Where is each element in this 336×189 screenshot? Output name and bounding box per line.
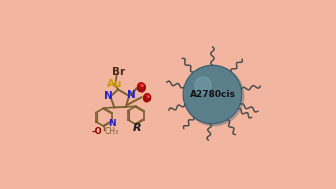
Ellipse shape bbox=[148, 96, 149, 97]
Ellipse shape bbox=[143, 93, 151, 102]
Ellipse shape bbox=[144, 96, 151, 101]
Text: Br: Br bbox=[112, 67, 125, 77]
Ellipse shape bbox=[137, 82, 145, 92]
Circle shape bbox=[183, 65, 242, 124]
Text: N: N bbox=[108, 119, 116, 128]
Ellipse shape bbox=[149, 96, 151, 98]
Ellipse shape bbox=[142, 84, 145, 87]
Text: A2780cis: A2780cis bbox=[190, 90, 235, 99]
Text: N: N bbox=[127, 90, 135, 100]
Text: N: N bbox=[104, 91, 113, 101]
Text: Au: Au bbox=[108, 80, 123, 89]
Ellipse shape bbox=[141, 85, 143, 86]
Ellipse shape bbox=[137, 86, 145, 91]
Circle shape bbox=[195, 77, 211, 93]
Circle shape bbox=[184, 66, 244, 126]
Text: -O: -O bbox=[92, 127, 102, 136]
Text: R: R bbox=[132, 123, 141, 133]
Text: CH₃: CH₃ bbox=[105, 127, 119, 136]
